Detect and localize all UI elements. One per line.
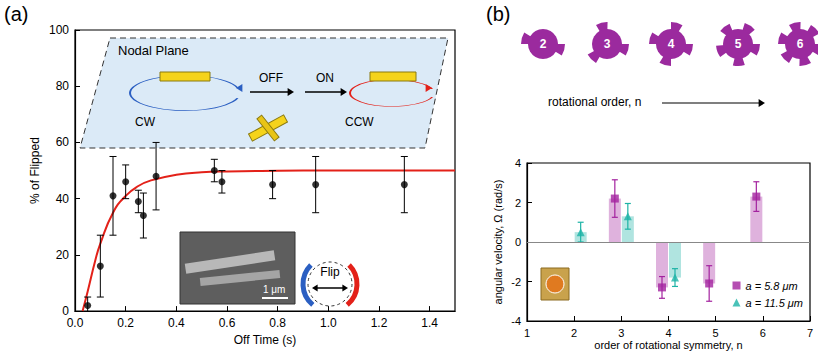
- svg-text:a = 11.5 μm: a = 11.5 μm: [746, 297, 804, 309]
- svg-text:a = 5.8 μm: a = 5.8 μm: [746, 280, 798, 292]
- svg-text:3: 3: [618, 327, 624, 339]
- svg-text:0: 0: [515, 236, 521, 248]
- svg-text:60: 60: [56, 135, 70, 149]
- svg-text:1.0: 1.0: [320, 316, 337, 330]
- svg-text:0.8: 0.8: [269, 316, 286, 330]
- svg-text:80: 80: [56, 79, 70, 93]
- svg-text:0.0: 0.0: [67, 316, 84, 330]
- svg-text:0.6: 0.6: [219, 316, 236, 330]
- svg-text:4: 4: [515, 157, 521, 169]
- svg-text:angular velocity, Ω (rad/s): angular velocity, Ω (rad/s): [492, 180, 504, 305]
- svg-text:20: 20: [56, 248, 70, 262]
- svg-text:1: 1: [524, 327, 530, 339]
- svg-text:0: 0: [62, 304, 69, 319]
- svg-text:CW: CW: [135, 115, 156, 129]
- svg-text:(a): (a): [4, 3, 28, 25]
- svg-text:0.2: 0.2: [117, 316, 134, 330]
- svg-text:3: 3: [604, 37, 611, 51]
- svg-text:2: 2: [540, 37, 547, 51]
- svg-text:6: 6: [797, 37, 804, 51]
- svg-text:1.2: 1.2: [371, 316, 388, 330]
- svg-text:Flip: Flip: [320, 265, 340, 279]
- svg-text:CCW: CCW: [345, 115, 374, 129]
- svg-text:ON: ON: [316, 71, 334, 85]
- svg-text:5: 5: [735, 37, 742, 51]
- svg-text:4: 4: [668, 37, 675, 51]
- svg-text:4: 4: [665, 327, 671, 339]
- svg-text:Nodal Plane: Nodal Plane: [118, 43, 189, 58]
- svg-text:2: 2: [515, 197, 521, 209]
- svg-text:-2: -2: [511, 276, 521, 288]
- svg-text:1.4: 1.4: [421, 316, 438, 330]
- svg-text:5: 5: [713, 327, 719, 339]
- svg-text:rotational order, n: rotational order, n: [548, 95, 641, 109]
- svg-text:-4: -4: [511, 315, 521, 327]
- svg-text:order of rotational symmetry,: order of rotational symmetry, n: [594, 339, 742, 351]
- svg-text:100: 100: [49, 23, 69, 37]
- svg-text:OFF: OFF: [259, 71, 283, 85]
- svg-text:(b): (b): [486, 3, 510, 25]
- svg-text:2: 2: [571, 327, 577, 339]
- svg-text:6: 6: [760, 327, 766, 339]
- svg-text:7: 7: [807, 327, 813, 339]
- svg-text:% of Flipped: % of Flipped: [28, 137, 42, 204]
- svg-text:40: 40: [56, 192, 70, 206]
- svg-text:Off Time (s): Off Time (s): [234, 333, 296, 347]
- svg-text:1 μm: 1 μm: [263, 284, 285, 295]
- svg-text:0.4: 0.4: [168, 316, 185, 330]
